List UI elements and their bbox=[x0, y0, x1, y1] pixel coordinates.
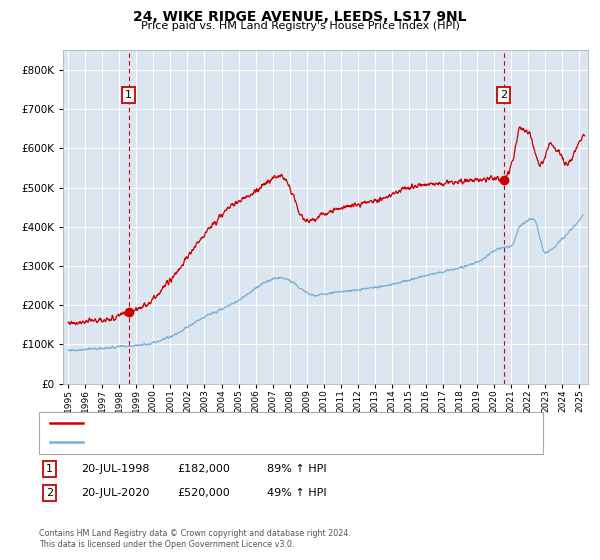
Text: 1: 1 bbox=[125, 90, 132, 100]
Text: 20-JUL-1998: 20-JUL-1998 bbox=[81, 464, 149, 474]
Text: 1: 1 bbox=[46, 464, 53, 474]
Text: 2: 2 bbox=[500, 90, 507, 100]
Text: Contains HM Land Registry data © Crown copyright and database right 2024.
This d: Contains HM Land Registry data © Crown c… bbox=[39, 529, 351, 549]
Text: 89% ↑ HPI: 89% ↑ HPI bbox=[267, 464, 326, 474]
Text: 2: 2 bbox=[46, 488, 53, 498]
Text: 24, WIKE RIDGE AVENUE, LEEDS, LS17 9NL (detached house): 24, WIKE RIDGE AVENUE, LEEDS, LS17 9NL (… bbox=[90, 418, 389, 428]
Text: £182,000: £182,000 bbox=[177, 464, 230, 474]
Text: 24, WIKE RIDGE AVENUE, LEEDS, LS17 9NL: 24, WIKE RIDGE AVENUE, LEEDS, LS17 9NL bbox=[133, 10, 467, 24]
Text: Price paid vs. HM Land Registry's House Price Index (HPI): Price paid vs. HM Land Registry's House … bbox=[140, 21, 460, 31]
Text: £520,000: £520,000 bbox=[177, 488, 230, 498]
Text: 20-JUL-2020: 20-JUL-2020 bbox=[81, 488, 149, 498]
Text: HPI: Average price, detached house, Leeds: HPI: Average price, detached house, Leed… bbox=[90, 437, 299, 447]
Text: 49% ↑ HPI: 49% ↑ HPI bbox=[267, 488, 326, 498]
